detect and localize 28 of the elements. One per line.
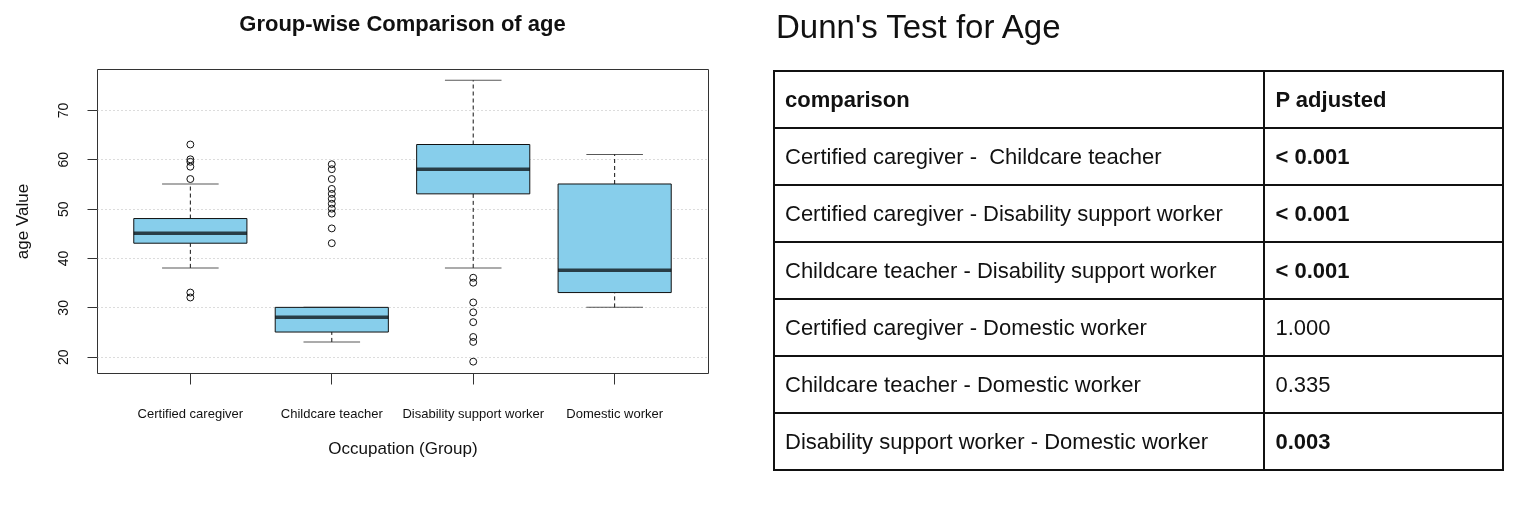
x-tick-label: Domestic worker (566, 405, 664, 421)
x-tick-label: Disability support worker (402, 405, 545, 421)
x-tick-label: Certified caregiver (137, 405, 244, 421)
text: Certified caregiver - Childcare teacher (774, 128, 1265, 185)
text: < 0.001 (1264, 185, 1503, 242)
x-axis-title: Occupation (Group) (328, 438, 478, 458)
y-tick-label: 70 (54, 102, 71, 119)
text: 1.000 (1264, 299, 1503, 356)
text: 0.335 (1264, 356, 1503, 413)
text: Certified caregiver - Disability support worker (774, 185, 1265, 242)
text: < 0.001 (1264, 128, 1503, 185)
y-tick-label: 30 (54, 299, 71, 316)
y-tick-label: 60 (54, 151, 71, 168)
text: Certified caregiver - Domestic worker (774, 299, 1265, 356)
y-tick-label: 50 (54, 201, 71, 217)
y-tick-label: 20 (54, 349, 71, 365)
x-tick-label: Childcare teacher (280, 405, 384, 421)
text: Childcare teacher - Domestic worker (774, 356, 1265, 413)
text: P adjusted (1264, 71, 1503, 128)
text: comparison (774, 71, 1265, 128)
text: Dunn's Test for Age (776, 7, 1061, 47)
y-tick-label: 40 (54, 250, 71, 267)
y-axis-title: age Value (12, 183, 32, 260)
text: Childcare teacher - Disability support worker (774, 242, 1265, 299)
text: < 0.001 (1264, 242, 1503, 299)
text: Disability support worker - Domestic worker (774, 413, 1265, 470)
text: 0.003 (1264, 413, 1503, 470)
chart-title: Group-wise Comparison of age (239, 11, 566, 36)
